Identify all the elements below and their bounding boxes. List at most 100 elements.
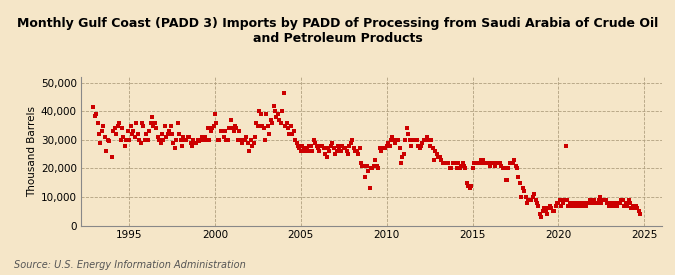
Point xyxy=(198,138,209,142)
Point xyxy=(108,129,119,133)
Point xyxy=(452,166,462,170)
Point xyxy=(117,126,128,131)
Point xyxy=(283,126,294,131)
Point xyxy=(590,200,601,205)
Point xyxy=(213,138,223,142)
Point xyxy=(228,129,239,133)
Point xyxy=(512,166,522,170)
Point xyxy=(574,203,585,208)
Point xyxy=(234,129,245,133)
Y-axis label: Thousand Barrels: Thousand Barrels xyxy=(27,106,36,197)
Point xyxy=(394,146,405,151)
Point xyxy=(369,163,379,168)
Point xyxy=(242,141,253,145)
Point xyxy=(181,138,192,142)
Point xyxy=(354,146,365,151)
Point xyxy=(564,200,575,205)
Point xyxy=(337,143,348,148)
Point xyxy=(431,152,442,156)
Point xyxy=(562,198,572,202)
Point xyxy=(290,138,300,142)
Point xyxy=(304,143,315,148)
Point xyxy=(164,129,175,133)
Point xyxy=(313,146,323,151)
Point xyxy=(238,138,249,142)
Point xyxy=(267,120,277,125)
Point xyxy=(622,203,632,208)
Point xyxy=(517,186,528,191)
Point xyxy=(479,161,489,165)
Point xyxy=(296,149,306,153)
Point xyxy=(248,141,259,145)
Point xyxy=(343,152,354,156)
Point xyxy=(268,103,279,108)
Point xyxy=(146,115,157,119)
Point xyxy=(589,198,599,202)
Point xyxy=(154,138,165,142)
Point xyxy=(458,163,469,168)
Point xyxy=(237,141,248,145)
Point xyxy=(128,129,139,133)
Point xyxy=(563,203,574,208)
Point xyxy=(427,146,438,151)
Point xyxy=(396,161,406,165)
Point xyxy=(494,161,505,165)
Point xyxy=(119,143,130,148)
Point xyxy=(559,198,570,202)
Point xyxy=(270,109,281,114)
Point xyxy=(547,209,558,213)
Point xyxy=(497,166,508,170)
Point xyxy=(274,118,285,122)
Point xyxy=(315,143,326,148)
Point xyxy=(518,189,529,193)
Point xyxy=(111,132,122,136)
Point xyxy=(446,166,456,170)
Point xyxy=(223,138,234,142)
Point xyxy=(241,135,252,139)
Point xyxy=(549,209,560,213)
Point xyxy=(603,203,614,208)
Point xyxy=(330,152,341,156)
Point xyxy=(196,135,207,139)
Point xyxy=(292,143,303,148)
Point xyxy=(94,132,105,136)
Point xyxy=(632,206,643,211)
Point xyxy=(306,143,317,148)
Point xyxy=(271,115,282,119)
Point xyxy=(490,163,501,168)
Point xyxy=(215,129,226,133)
Point xyxy=(426,138,437,142)
Point xyxy=(173,132,184,136)
Point xyxy=(347,138,358,142)
Point xyxy=(244,149,254,153)
Point xyxy=(420,138,431,142)
Point xyxy=(470,161,481,165)
Point xyxy=(301,146,312,151)
Point xyxy=(535,212,545,216)
Point xyxy=(434,155,445,159)
Point xyxy=(314,149,325,153)
Point xyxy=(377,146,388,151)
Point xyxy=(381,143,392,148)
Point xyxy=(113,120,124,125)
Point xyxy=(520,195,531,199)
Point xyxy=(200,135,211,139)
Point xyxy=(134,138,144,142)
Point xyxy=(513,175,524,179)
Point xyxy=(264,132,275,136)
Point xyxy=(102,138,113,142)
Point xyxy=(618,198,628,202)
Point xyxy=(169,146,180,151)
Point xyxy=(300,149,310,153)
Point xyxy=(526,198,537,202)
Point xyxy=(623,198,634,202)
Point xyxy=(107,155,117,159)
Point xyxy=(171,138,182,142)
Point xyxy=(516,195,526,199)
Point xyxy=(358,163,369,168)
Point xyxy=(400,138,410,142)
Point xyxy=(449,161,460,165)
Point xyxy=(350,149,360,153)
Point xyxy=(252,123,263,128)
Point xyxy=(251,120,262,125)
